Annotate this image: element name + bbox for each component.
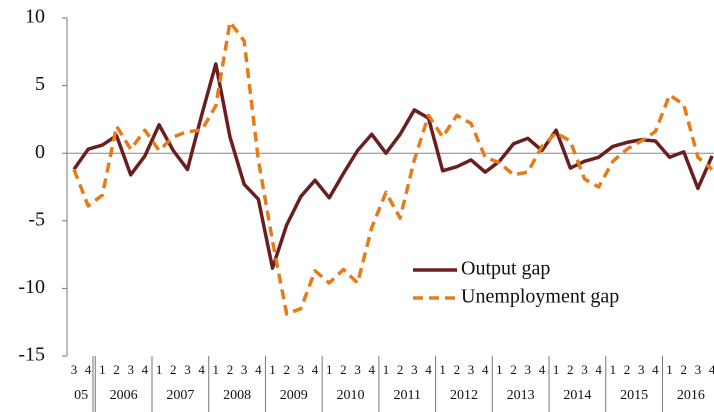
x-tick-label: 4 <box>539 362 546 377</box>
year-label: 2015 <box>620 388 648 403</box>
x-tick-label: 3 <box>184 362 191 377</box>
x-tick-label: 2 <box>624 362 631 377</box>
x-tick-label: 1 <box>383 362 390 377</box>
x-tick-label: 1 <box>156 362 163 377</box>
x-tick-label: 2 <box>567 362 574 377</box>
x-tick-label: 3 <box>241 362 248 377</box>
y-tick-label: 10 <box>25 6 45 28</box>
year-label: 2013 <box>507 388 535 403</box>
x-tick-label: 3 <box>468 362 475 377</box>
x-tick-label: 2 <box>397 362 404 377</box>
year-label: 05 <box>74 388 88 403</box>
x-tick-label: 3 <box>581 362 588 377</box>
x-tick-label: 2 <box>510 362 517 377</box>
y-tick-label: 5 <box>35 73 45 95</box>
x-tick-label: 2 <box>340 362 347 377</box>
x-tick-label: 4 <box>85 362 92 377</box>
x-tick-label: 2 <box>454 362 461 377</box>
x-tick-label: 1 <box>553 362 560 377</box>
x-tick-label: 1 <box>496 362 503 377</box>
year-label: 2011 <box>393 388 420 403</box>
x-tick-label: 4 <box>709 362 714 377</box>
x-tick-label: 1 <box>610 362 617 377</box>
x-tick-label: 3 <box>127 362 134 377</box>
x-tick-label: 3 <box>638 362 645 377</box>
y-tick-label: -5 <box>28 208 45 230</box>
legend-label: Unemployment gap <box>461 286 619 308</box>
year-label: 2008 <box>223 388 251 403</box>
x-tick-label: 1 <box>439 362 446 377</box>
x-tick-label: 3 <box>71 362 78 377</box>
x-tick-label: 4 <box>312 362 319 377</box>
legend-label: Output gap <box>461 258 550 280</box>
x-tick-label: 1 <box>666 362 673 377</box>
year-label: 2006 <box>110 388 138 403</box>
x-tick-label: 2 <box>113 362 120 377</box>
y-tick-label: 0 <box>35 141 45 163</box>
x-tick-label: 1 <box>269 362 276 377</box>
x-tick-label: 1 <box>326 362 333 377</box>
x-tick-label: 4 <box>369 362 376 377</box>
y-tick-label: -10 <box>18 276 45 298</box>
year-label: 2012 <box>450 388 478 403</box>
x-tick-label: 4 <box>425 362 432 377</box>
x-tick-label: 4 <box>652 362 659 377</box>
x-tick-label: 2 <box>283 362 290 377</box>
x-tick-label: 4 <box>255 362 262 377</box>
x-tick-label: 1 <box>99 362 106 377</box>
x-tick-label: 3 <box>411 362 418 377</box>
year-label: 2007 <box>166 388 194 403</box>
year-label: 2010 <box>337 388 365 403</box>
x-tick-label: 2 <box>680 362 687 377</box>
x-tick-label: 4 <box>482 362 489 377</box>
x-tick-label: 3 <box>695 362 702 377</box>
x-tick-label: 2 <box>227 362 234 377</box>
x-tick-label: 2 <box>170 362 177 377</box>
series-line <box>72 20 714 316</box>
year-label: 2016 <box>677 388 705 403</box>
x-tick-label: 1 <box>213 362 220 377</box>
series-line <box>72 62 714 270</box>
x-tick-label: 4 <box>198 362 205 377</box>
x-tick-label: 3 <box>298 362 305 377</box>
x-tick-label: 4 <box>595 362 602 377</box>
x-tick-label: 3 <box>354 362 361 377</box>
year-label: 2014 <box>563 388 591 403</box>
x-tick-label: 3 <box>525 362 532 377</box>
y-tick-label: -15 <box>18 344 45 366</box>
year-label: 2009 <box>280 388 308 403</box>
x-tick-label: 4 <box>142 362 149 377</box>
